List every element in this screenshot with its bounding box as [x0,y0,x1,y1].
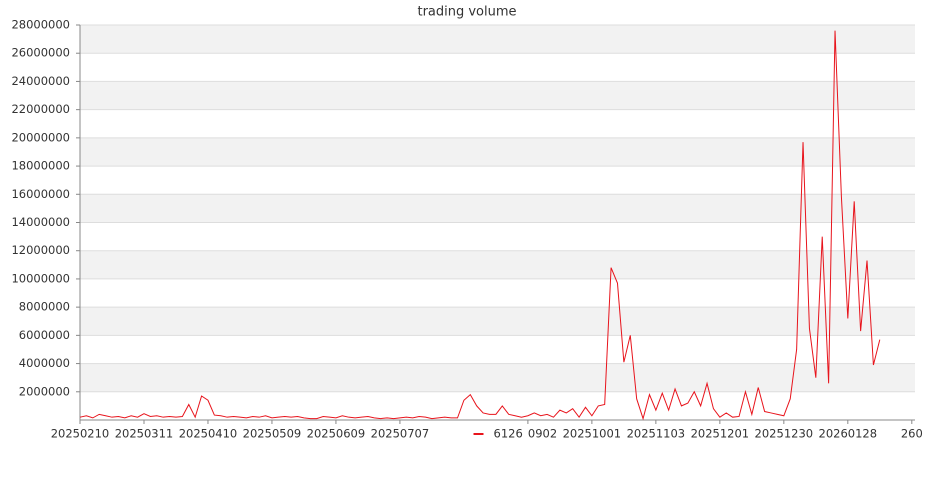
x-tick-label: 20250311 [115,427,174,441]
y-tick-label: 20000000 [11,130,70,144]
grid-band [80,363,915,392]
y-tick-label: 24000000 [11,74,70,88]
legend-bg [467,425,528,443]
x-tick-label: 20251201 [691,427,750,441]
y-tick-label: 10000000 [11,271,70,285]
y-tick-label: 14000000 [11,215,70,229]
x-tick-label: 20251230 [755,427,814,441]
legend-label: 6126 [494,427,523,441]
x-tick-label: 260 [901,427,923,441]
x-tick-label: 20251001 [563,427,622,441]
x-tick-label: 20250410 [179,427,238,441]
x-tick-label: 20251103 [627,427,686,441]
y-tick-label: 26000000 [11,46,70,60]
y-tick-label: 28000000 [11,18,70,32]
y-tick-label: 4000000 [19,356,70,370]
grid-band [80,194,915,223]
x-tick-label: 20250707 [371,427,430,441]
x-tick-label: 20250609 [307,427,366,441]
grid-band [80,307,915,336]
y-tick-label: 2000000 [19,384,70,398]
grid-band [80,250,915,279]
y-tick-label: 12000000 [11,243,70,257]
grid-band [80,137,915,167]
x-tick-label: 20250210 [51,427,110,441]
y-tick-label: 6000000 [19,328,70,342]
y-tick-label: 18000000 [11,159,70,173]
chart-title: trading volume [417,5,516,20]
y-tick-label: 16000000 [11,187,70,201]
grid-band [80,25,915,54]
y-tick-label: 8000000 [19,300,70,314]
y-tick-label: 22000000 [11,102,70,116]
x-tick-label: 20250509 [243,427,302,441]
grid-band [80,81,915,110]
x-tick-label: 20260128 [819,427,878,441]
line [79,30,881,421]
